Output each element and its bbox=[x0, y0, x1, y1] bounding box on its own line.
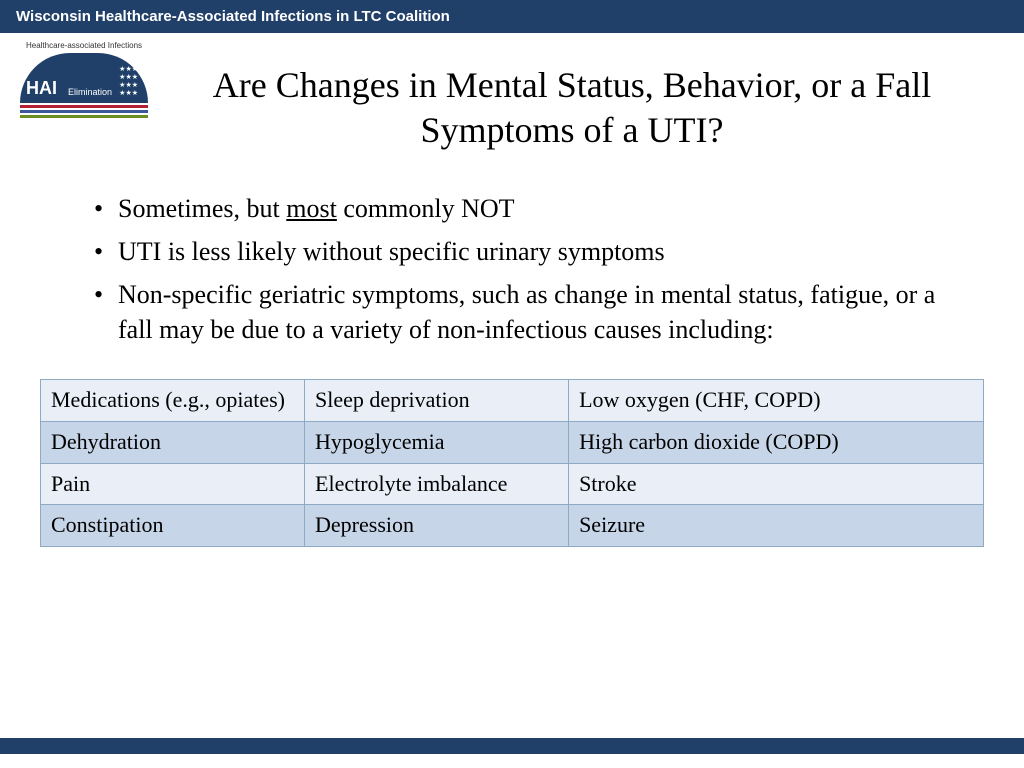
table-row: Constipation Depression Seizure bbox=[41, 505, 984, 547]
table-cell: Sleep deprivation bbox=[305, 380, 569, 422]
slide-content: Healthcare-associated Infections HAI Eli… bbox=[0, 33, 1024, 547]
bullet-list: Sometimes, but most commonly NOT UTI is … bbox=[0, 173, 1024, 375]
logo-bar-green bbox=[20, 115, 148, 118]
logo-arch: HAI Elimination ★★★★★★★★★★★★ bbox=[20, 53, 148, 103]
bullet-text-pre: Sometimes, but bbox=[118, 194, 286, 223]
bullet-item: UTI is less likely without specific urin… bbox=[90, 234, 954, 269]
footer-bar bbox=[0, 738, 1024, 754]
table-row: Dehydration Hypoglycemia High carbon dio… bbox=[41, 421, 984, 463]
logo-hai-text: HAI bbox=[26, 78, 57, 99]
logo-bar-blue bbox=[20, 110, 148, 113]
header-text: Wisconsin Healthcare-Associated Infectio… bbox=[16, 8, 450, 25]
hai-logo: Healthcare-associated Infections HAI Eli… bbox=[14, 43, 154, 121]
bullet-item: Sometimes, but most commonly NOT bbox=[90, 191, 954, 226]
table-cell: Dehydration bbox=[41, 421, 305, 463]
header-bar: Wisconsin Healthcare-Associated Infectio… bbox=[0, 0, 1024, 33]
table-cell: Low oxygen (CHF, COPD) bbox=[569, 380, 984, 422]
logo-elimination-text: Elimination bbox=[68, 87, 112, 97]
table-row: Pain Electrolyte imbalance Stroke bbox=[41, 463, 984, 505]
table-cell: Electrolyte imbalance bbox=[305, 463, 569, 505]
table-cell: Pain bbox=[41, 463, 305, 505]
logo-bar-red bbox=[20, 105, 148, 108]
logo-stars-icon: ★★★★★★★★★★★★ bbox=[119, 65, 138, 97]
bullet-text-underlined: most bbox=[286, 194, 337, 223]
table-cell: Stroke bbox=[569, 463, 984, 505]
bullet-text-post: commonly NOT bbox=[337, 194, 515, 223]
causes-table: Medications (e.g., opiates) Sleep depriv… bbox=[40, 379, 984, 546]
table-cell: Seizure bbox=[569, 505, 984, 547]
logo-arch-caption: Healthcare-associated Infections bbox=[14, 41, 154, 50]
bullet-text-pre: Non-specific geriatric symptoms, such as… bbox=[118, 280, 935, 344]
table-cell: Medications (e.g., opiates) bbox=[41, 380, 305, 422]
logo-bars bbox=[20, 105, 148, 118]
table-cell: Constipation bbox=[41, 505, 305, 547]
bullet-text-pre: UTI is less likely without specific urin… bbox=[118, 237, 665, 266]
table-cell: Hypoglycemia bbox=[305, 421, 569, 463]
table-cell: Depression bbox=[305, 505, 569, 547]
table-row: Medications (e.g., opiates) Sleep depriv… bbox=[41, 380, 984, 422]
table-cell: High carbon dioxide (COPD) bbox=[569, 421, 984, 463]
bullet-item: Non-specific geriatric symptoms, such as… bbox=[90, 277, 954, 347]
